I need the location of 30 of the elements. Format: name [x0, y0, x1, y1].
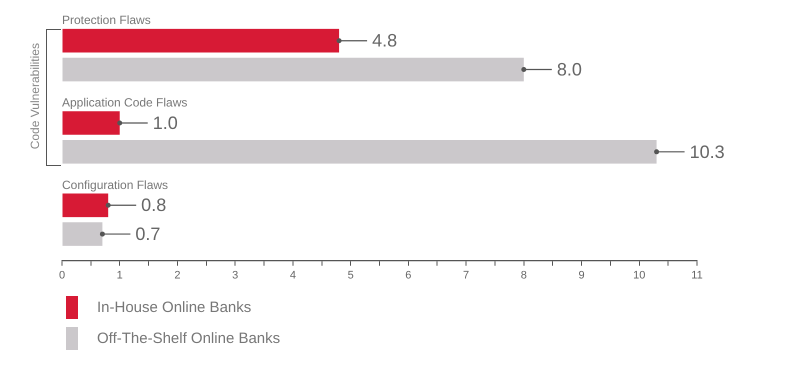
data-label: 1.0 — [152, 112, 178, 133]
data-label: 10.3 — [690, 142, 725, 162]
bar — [62, 222, 102, 246]
bar — [62, 28, 340, 53]
y-tick-label: Application Code Flaws — [62, 96, 188, 110]
data-label: 0.8 — [141, 195, 166, 216]
x-tick-label: 5 — [348, 269, 354, 282]
bar — [62, 111, 120, 135]
x-tick-label: 9 — [578, 269, 585, 282]
x-tick-label: 11 — [691, 269, 703, 282]
x-tick-label: 7 — [463, 269, 470, 282]
legend-label: Off-The-Shelf Online Banks — [97, 330, 280, 347]
data-label: 4.8 — [372, 30, 398, 51]
x-tick-label: 2 — [174, 269, 181, 282]
data-label: 8.0 — [556, 60, 582, 80]
x-tick-label: 4 — [290, 269, 296, 282]
text: Code Vulnerabilities — [28, 43, 42, 150]
x-tick-label: 6 — [405, 269, 412, 282]
y-tick-label: Protection Flaws — [62, 13, 151, 28]
x-tick-label: 1 — [116, 269, 123, 282]
x-tick-label: 3 — [232, 269, 238, 282]
x-tick-label: 0 — [58, 269, 66, 282]
bar — [62, 140, 657, 164]
x-tick-label: 10 — [633, 269, 646, 282]
data-label: 0.7 — [135, 224, 160, 244]
x-tick-label: 8 — [520, 269, 527, 282]
legend-label: In-House Online Banks — [97, 299, 252, 316]
bar — [62, 58, 524, 82]
bar — [62, 193, 108, 218]
y-tick-label: Configuration Flaws — [62, 178, 168, 192]
